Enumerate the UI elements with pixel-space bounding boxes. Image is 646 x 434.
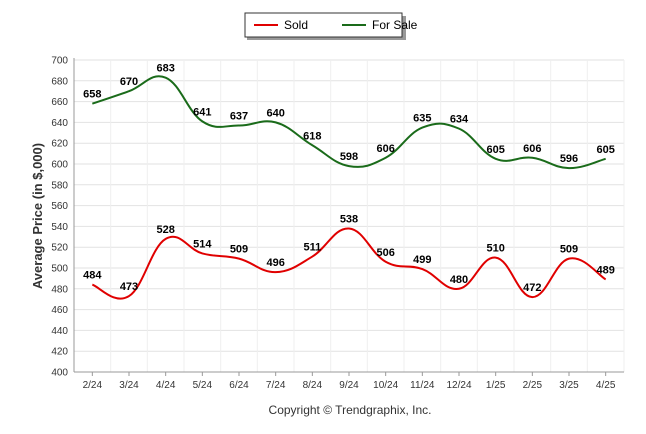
data-label-sold: 499 xyxy=(413,254,431,266)
y-tick-label: 500 xyxy=(51,264,68,275)
y-tick-label: 400 xyxy=(51,368,68,379)
data-label-for-sale: 606 xyxy=(376,143,394,155)
data-label-sold: 528 xyxy=(156,224,174,236)
series-line-for-sale xyxy=(92,75,606,170)
y-tick-label: 560 xyxy=(51,201,68,212)
x-tick-label: 4/24 xyxy=(156,380,176,391)
x-tick-label: 12/24 xyxy=(446,380,471,391)
data-label-sold: 496 xyxy=(266,257,284,269)
x-tick-label: 4/25 xyxy=(596,380,616,391)
data-label-sold: 509 xyxy=(560,244,578,256)
data-label-for-sale: 637 xyxy=(230,111,248,123)
data-label-for-sale: 670 xyxy=(120,76,138,88)
data-label-for-sale: 605 xyxy=(596,144,614,156)
y-tick-label: 540 xyxy=(51,222,68,233)
data-label-sold: 509 xyxy=(230,244,248,256)
legend-entry-sold: Sold xyxy=(284,18,308,32)
y-tick-label: 700 xyxy=(51,56,68,67)
y-tick-label: 640 xyxy=(51,118,68,129)
x-tick-label: 7/24 xyxy=(266,380,286,391)
data-label-for-sale: 635 xyxy=(413,113,431,125)
y-axis-label: Average Price (in $,000) xyxy=(30,143,45,289)
gridlines xyxy=(73,59,625,373)
data-label-for-sale: 658 xyxy=(83,89,101,101)
data-labels: 484 473 528 514 509 496 511 538 506 499 480 510 472 5… xyxy=(83,63,615,294)
y-tick-label: 460 xyxy=(51,305,68,316)
y-tick-label: 660 xyxy=(51,97,68,108)
x-tick-label: 2/24 xyxy=(83,380,103,391)
data-label-for-sale: 598 xyxy=(340,151,358,163)
y-tick-label: 520 xyxy=(51,243,68,254)
data-label-sold: 514 xyxy=(193,238,212,250)
data-label-sold: 510 xyxy=(486,243,504,255)
data-label-sold: 472 xyxy=(523,282,541,294)
series-line-sold xyxy=(91,227,607,300)
x-tick-label: 10/24 xyxy=(373,380,398,391)
data-label-sold: 473 xyxy=(120,281,138,293)
legend-entry-for-sale: For Sale xyxy=(372,18,418,32)
legend[interactable]: Sold For Sale xyxy=(244,12,418,40)
x-tick-label: 11/24 xyxy=(410,380,435,391)
data-label-for-sale: 605 xyxy=(486,144,504,156)
data-label-for-sale: 634 xyxy=(450,114,469,126)
y-tick-label: 600 xyxy=(51,160,68,171)
y-tick-label: 680 xyxy=(51,76,68,87)
data-label-sold: 489 xyxy=(596,264,614,276)
data-label-sold: 511 xyxy=(303,242,321,254)
data-label-sold: 484 xyxy=(83,270,102,282)
y-tick-label: 480 xyxy=(51,284,68,295)
x-tick-label: 1/25 xyxy=(486,380,506,391)
y-axis-ticks: 400 420 440 460 480 500 520 540 560 580 600 620 640 6… xyxy=(51,56,68,379)
copyright-footer: Copyright © Trendgraphix, Inc. xyxy=(269,403,432,417)
data-label-for-sale: 640 xyxy=(266,107,284,119)
x-tick-label: 8/24 xyxy=(303,380,323,391)
x-tick-label: 9/24 xyxy=(339,380,359,391)
y-tick-label: 440 xyxy=(51,326,68,337)
data-label-sold: 506 xyxy=(376,247,394,259)
data-label-for-sale: 641 xyxy=(193,106,211,118)
x-tick-label: 2/25 xyxy=(523,380,543,391)
x-tick-label: 5/24 xyxy=(193,380,213,391)
x-tick-label: 3/25 xyxy=(559,380,579,391)
series-lines xyxy=(91,75,607,300)
axes xyxy=(73,58,624,376)
data-label-sold: 538 xyxy=(340,213,358,225)
y-tick-label: 580 xyxy=(51,180,68,191)
x-axis-ticks: 2/24 3/24 4/24 5/24 6/24 7/24 8/24 9/24 10/24 11/… xyxy=(83,380,616,391)
data-label-sold: 480 xyxy=(450,274,468,286)
y-tick-label: 620 xyxy=(51,139,68,150)
data-label-for-sale: 683 xyxy=(156,63,174,75)
x-tick-label: 6/24 xyxy=(229,380,249,391)
data-label-for-sale: 618 xyxy=(303,130,321,142)
data-label-for-sale: 596 xyxy=(560,153,578,165)
y-tick-label: 420 xyxy=(51,347,68,358)
data-label-for-sale: 606 xyxy=(523,143,541,155)
x-tick-label: 3/24 xyxy=(119,380,139,391)
